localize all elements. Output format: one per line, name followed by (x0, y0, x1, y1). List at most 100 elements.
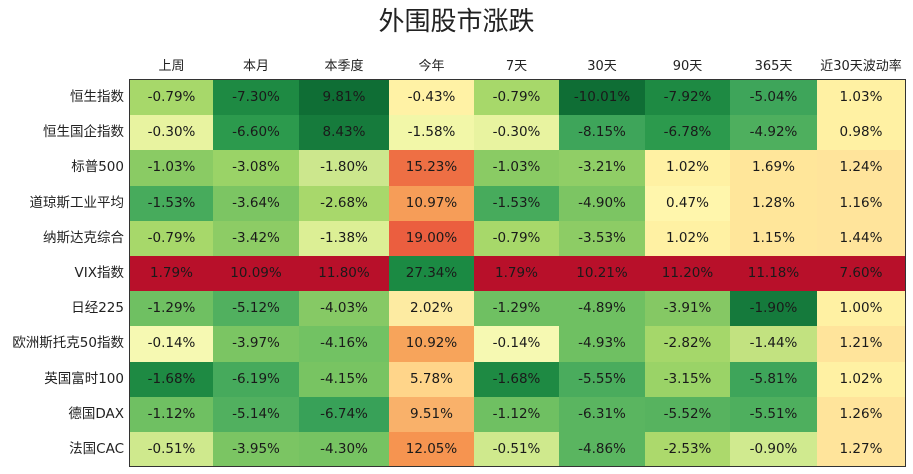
heatmap-cell: -5.52% (645, 397, 730, 432)
heatmap-cell: -2.82% (645, 326, 730, 362)
heatmap-cell: 1.44% (817, 221, 905, 256)
heatmap-cell: 11.80% (299, 256, 389, 291)
heatmap-cell: -3.95% (213, 432, 299, 467)
row-label: 法国CAC (69, 441, 124, 457)
heatmap-cell: -0.90% (730, 432, 817, 467)
column-header: 90天 (672, 59, 703, 74)
heatmap-cell: -0.51% (474, 432, 559, 467)
heatmap-cell: -4.86% (559, 432, 645, 467)
heatmap-cell: -0.30% (474, 115, 559, 150)
heatmap-cell: -1.03% (130, 150, 213, 186)
heatmap-cell: -7.30% (213, 80, 299, 115)
heatmap-cell: -4.90% (559, 186, 645, 221)
chart-title: 外围股市涨跌 (378, 7, 535, 37)
heatmap-cell: 0.47% (645, 186, 730, 221)
column-header: 30天 (587, 59, 617, 74)
heatmap-cell: 5.78% (389, 362, 474, 397)
heatmap-cell: 10.21% (559, 256, 645, 291)
heatmap-cell: 1.24% (817, 150, 905, 186)
heatmap-cell: -8.15% (559, 115, 645, 150)
heatmap-cell: 9.81% (299, 80, 389, 115)
heatmap-cell: -6.74% (299, 397, 389, 432)
heatmap-cell: -0.79% (130, 80, 213, 115)
heatmap-cell: 0.98% (817, 115, 905, 150)
heatmap-cell: 1.21% (817, 326, 905, 362)
heatmap-cell: -1.29% (474, 291, 559, 326)
heatmap-cell: -6.19% (213, 362, 299, 397)
heatmap-cell: 1.27% (817, 432, 905, 467)
heatmap-cell: -4.93% (559, 326, 645, 362)
heatmap-cell: -6.78% (645, 115, 730, 150)
heatmap-cell: 1.28% (730, 186, 817, 221)
heatmap-cell: 1.69% (730, 150, 817, 186)
heatmap-cell: -4.03% (299, 291, 389, 326)
heatmap-cell: -3.97% (213, 326, 299, 362)
heatmap-cell: -4.30% (299, 432, 389, 467)
heatmap-cell: -0.43% (389, 80, 474, 115)
heatmap-cell: -2.68% (299, 186, 389, 221)
row-label: 恒生国企指数 (43, 124, 124, 140)
heatmap-cell: -1.68% (130, 362, 213, 397)
heatmap-cell: 9.51% (389, 397, 474, 432)
heatmap-cell: 7.60% (817, 256, 905, 291)
heatmap-cell: 10.09% (213, 256, 299, 291)
heatmap-cell: -10.01% (559, 80, 645, 115)
heatmap-cell: 1.15% (730, 221, 817, 256)
heatmap-cell: -1.12% (130, 397, 213, 432)
row-label: 德国DAX (68, 406, 124, 422)
heatmap-cell: -1.12% (474, 397, 559, 432)
heatmap-cell: 19.00% (389, 221, 474, 256)
heatmap-cell: -4.16% (299, 326, 389, 362)
heatmap-cell: -4.15% (299, 362, 389, 397)
row-label: VIX指数 (74, 265, 124, 281)
heatmap-cell: -3.21% (559, 150, 645, 186)
heatmap-cell: 1.16% (817, 186, 905, 221)
heatmap-cell: -3.53% (559, 221, 645, 256)
heatmap-cell: -5.81% (730, 362, 817, 397)
heatmap-cell: 11.20% (645, 256, 730, 291)
row-label: 恒生指数 (70, 89, 124, 105)
heatmap-cell: 1.26% (817, 397, 905, 432)
heatmap-cell: -3.08% (213, 150, 299, 186)
heatmap-cell: -5.51% (730, 397, 817, 432)
row-label: 欧洲斯托克50指数 (12, 335, 124, 351)
heatmap-cell: 12.05% (389, 432, 474, 467)
row-label: 英国富时100 (44, 371, 124, 387)
row-label: 日经225 (71, 300, 124, 316)
heatmap-cell: -3.15% (645, 362, 730, 397)
heatmap-cell: 1.02% (817, 362, 905, 397)
heatmap-cell: -3.42% (213, 221, 299, 256)
heatmap-cell: -0.79% (474, 80, 559, 115)
heatmap-cell: -4.89% (559, 291, 645, 326)
row-label: 纳斯达克综合 (43, 230, 124, 246)
row-label: 道琼斯工业平均 (29, 195, 125, 211)
heatmap-cell: 1.79% (474, 256, 559, 291)
heatmap-cell: -1.03% (474, 150, 559, 186)
heatmap-cell: 15.23% (389, 150, 474, 186)
column-header: 365天 (754, 59, 793, 74)
heatmap-cell: -1.53% (130, 186, 213, 221)
heatmap-cell: -3.91% (645, 291, 730, 326)
heatmap-cell: -1.68% (474, 362, 559, 397)
heatmap-cell: -3.64% (213, 186, 299, 221)
heatmap-cell: -2.53% (645, 432, 730, 467)
heatmap-cell: 1.00% (817, 291, 905, 326)
heatmap-cell: -1.29% (130, 291, 213, 326)
column-header: 近30天波动率 (820, 59, 902, 74)
heatmap-cell: -1.58% (389, 115, 474, 150)
column-header: 7天 (505, 59, 528, 74)
heatmap-cell: -0.79% (130, 221, 213, 256)
heatmap-cell: -1.44% (730, 326, 817, 362)
heatmap-cell: 1.02% (645, 150, 730, 186)
column-header: 上周 (158, 59, 185, 74)
heatmap-cell: 2.02% (389, 291, 474, 326)
heatmap-cell: 8.43% (299, 115, 389, 150)
heatmap-cell: 27.34% (389, 256, 474, 291)
heatmap-cell: -0.14% (474, 326, 559, 362)
heatmap-cell: -1.90% (730, 291, 817, 326)
heatmap-cell: -5.04% (730, 80, 817, 115)
row-label: 标普500 (71, 159, 124, 175)
heatmap-cell: -6.31% (559, 397, 645, 432)
heatmap-cell: -5.55% (559, 362, 645, 397)
